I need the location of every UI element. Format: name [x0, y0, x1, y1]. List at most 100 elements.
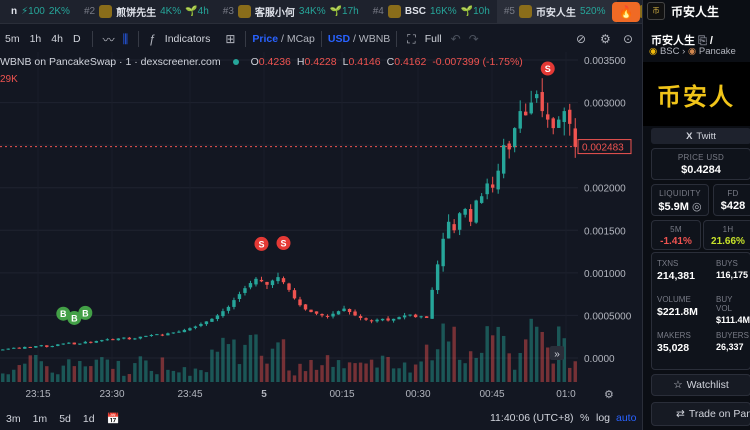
y-tick-label: 0.001500 [584, 226, 626, 237]
fullscreen-icon[interactable]: ⛶ [407, 31, 416, 46]
y-tick-label: 0.0000 [584, 354, 615, 365]
candle-body [402, 315, 407, 318]
double-chevron-right-icon: » [554, 349, 560, 360]
buys-value: 116,175 [716, 270, 749, 280]
volume-bar [551, 363, 555, 382]
volume-bar [358, 362, 363, 382]
price-toggle[interactable]: Price [252, 33, 279, 45]
price-usd-label: PRICE USD [677, 153, 725, 162]
timeframe-4h[interactable]: 4h [51, 33, 63, 45]
candle-icon[interactable]: ⫼ [122, 31, 129, 46]
candle-body [386, 318, 390, 321]
change-value: -0.007399 (-1.75%) [432, 56, 523, 68]
buyers-value: 26,337 [716, 342, 744, 352]
price-chart[interactable]: 0.0035000.0030000.0025000.0020000.001500… [0, 52, 641, 407]
indicators-icon[interactable]: ƒ [149, 32, 156, 46]
fire-icon[interactable]: 🔥 [612, 2, 640, 22]
high-label: H [296, 56, 305, 68]
volume-bar [171, 370, 176, 382]
candle-body [358, 316, 363, 318]
ticker-item[interactable]: #3 客服小何 34K% 🌱17h [216, 0, 366, 23]
range-5d[interactable]: 5d [59, 412, 71, 425]
makers-label: MAKERS [657, 331, 691, 340]
chart-bottom-bar: 3m 1m 5d 1d 📅 11:40:06 (UTC+8) % log aut… [0, 407, 641, 430]
timeframe-5m[interactable]: 5m [5, 33, 20, 45]
chart-clock: 11:40:06 (UTC+8) [490, 412, 574, 424]
candle-body [347, 308, 352, 313]
candle-body [237, 294, 242, 299]
dex-name: Pancake [698, 46, 736, 57]
chart-toolbar: 5m 1h 4h D 〰 ⫼ ƒ Indicators ⊞ Price / MC… [0, 26, 641, 52]
candle-body [221, 311, 225, 317]
range-1d[interactable]: 1d [82, 412, 95, 425]
watchlist-button[interactable]: ☆ Watchlist [651, 374, 750, 396]
trade-marker-label: S [258, 239, 264, 249]
auto-scale-button[interactable]: auto [616, 412, 637, 424]
ticker-item[interactable]: #5 币安人生 520% [496, 0, 617, 23]
camera-icon[interactable]: ⊙ [623, 32, 634, 46]
volume-bar [133, 363, 137, 382]
change-1h-card[interactable]: 1H 21.66% [703, 220, 750, 250]
zoom-icon[interactable]: ⊘ [576, 32, 587, 46]
volume-bar [138, 356, 143, 382]
indicators-button[interactable]: Indicators [164, 33, 211, 45]
trade-marker-label: B [82, 308, 89, 318]
candle-body [265, 281, 269, 285]
volume-label: VOLUME [657, 295, 691, 304]
txns-label: TXNS [657, 259, 679, 268]
volume-bar [479, 352, 484, 382]
volume-bar [182, 367, 187, 382]
layout-grid-icon[interactable]: ⊞ [225, 32, 236, 46]
copy-icon[interactable]: ⎘ [698, 35, 707, 47]
ticker-item[interactable]: n ⚡100 2K% [0, 0, 77, 23]
ticker-rank: #4 [372, 6, 384, 17]
mcap-toggle[interactable]: MCap [286, 33, 315, 45]
wbnb-toggle[interactable]: WBNB [358, 33, 391, 45]
candle-body [523, 111, 528, 116]
volume-stat: VOLUME $221.8M [657, 295, 698, 318]
ticker-item[interactable]: #2 煎饼先生 4K% 🌱4h [77, 0, 216, 23]
trade-button[interactable]: ⇄Trade on Panc [651, 402, 750, 426]
ticker-rank: #3 [222, 6, 234, 17]
usd-toggle[interactable]: USD [327, 33, 351, 45]
volume-bar [270, 348, 275, 382]
twitter-button[interactable]: X Twitt [651, 128, 750, 144]
makers-stat: MAKERS 35,028 [657, 331, 691, 354]
ticker-item[interactable]: #4 BSC 16K% 🌱10h [366, 0, 497, 23]
undo-icon[interactable]: ↶ [450, 32, 461, 46]
volume-bar [546, 347, 550, 382]
timeframe-d[interactable]: D [72, 33, 81, 45]
x-logo-icon: X [686, 130, 693, 142]
token-logo-icon: 币 [647, 2, 665, 20]
x-tick-label: 23:30 [99, 389, 124, 400]
volume-bar [276, 342, 280, 382]
line-chart-icon[interactable]: 〰 [102, 32, 115, 47]
candle-body [535, 94, 539, 99]
token-name-text: 币安人生 [651, 35, 695, 47]
range-3m[interactable]: 3m [6, 412, 21, 425]
volume-bar [83, 366, 88, 382]
candle-body [177, 331, 181, 333]
candle-body [94, 340, 99, 343]
timeframe-1h[interactable]: 1h [29, 33, 42, 45]
date-range-icon[interactable]: 📅 [106, 413, 120, 425]
volume-bar [325, 355, 330, 382]
redo-icon[interactable]: ↷ [468, 32, 479, 46]
settings-gear-icon[interactable]: ⚙ [600, 32, 611, 46]
log-scale-button[interactable]: log [596, 412, 611, 424]
change-5m-card[interactable]: 5M -1.41% [651, 220, 701, 250]
candle-body [568, 109, 572, 124]
buy-vol-value: $111.4M [716, 315, 750, 325]
range-1m[interactable]: 1m [32, 412, 48, 425]
fullscreen-button[interactable]: Full [424, 33, 442, 45]
star-icon: ☆ [673, 379, 683, 391]
volume-bar [375, 367, 379, 382]
volume-value: $221.8M [657, 306, 698, 318]
volume-bar [56, 374, 60, 382]
percent-scale-button[interactable]: % [580, 412, 590, 424]
toolbar-divider [245, 31, 247, 47]
candle-body [171, 332, 176, 334]
candle-body [512, 128, 517, 148]
candle-body [89, 341, 93, 343]
